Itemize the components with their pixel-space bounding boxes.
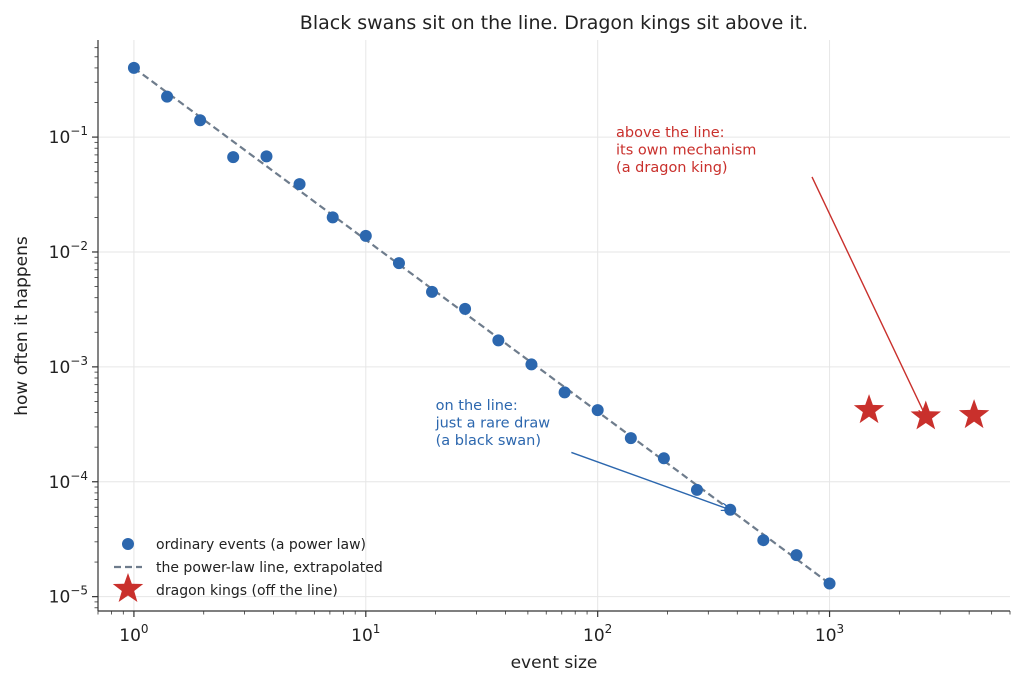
ordinary-event-point-12 bbox=[525, 358, 538, 371]
dragon-king-annotation-line-0: above the line: bbox=[616, 125, 725, 141]
ordinary-event-point-0 bbox=[127, 61, 140, 74]
grid bbox=[98, 40, 1010, 611]
y-tick-label-0: 10−1 bbox=[49, 124, 88, 148]
legend-label-dragon-kings: dragon kings (off the line) bbox=[156, 583, 338, 599]
y-tick-label-4: 10−5 bbox=[49, 584, 88, 608]
y-tick-label-1: 10−2 bbox=[49, 239, 88, 263]
legend-label-ordinary-events: ordinary events (a power law) bbox=[156, 537, 366, 553]
x-tick-label-0: 100 bbox=[119, 622, 148, 646]
axes bbox=[97, 40, 1010, 612]
ordinary-event-point-8 bbox=[392, 257, 405, 270]
chart-title: Black swans sit on the line. Dragon king… bbox=[300, 12, 808, 34]
dragon-king-annotation-text: above the line: its own mechanism (a drago… bbox=[616, 125, 756, 176]
ordinary-event-point-13 bbox=[558, 386, 571, 399]
y-axis-label: how often it happens bbox=[12, 236, 32, 416]
power-law-line-series bbox=[133, 67, 831, 585]
x-axis-label: event size bbox=[511, 653, 598, 673]
black-swan-annotation-arrow bbox=[571, 451, 730, 509]
ordinary-event-point-6 bbox=[326, 211, 339, 224]
dragon-king-star-0 bbox=[853, 394, 885, 424]
ordinary-event-point-14 bbox=[591, 404, 604, 417]
ordinary-event-point-17 bbox=[690, 483, 703, 496]
black-swan-annotation-line-1: just a rare draw bbox=[435, 416, 551, 432]
ordinary-event-point-10 bbox=[459, 302, 472, 315]
ordinary-event-point-18 bbox=[724, 503, 737, 516]
ordinary-event-point-9 bbox=[426, 285, 439, 298]
ordinary-event-point-20 bbox=[790, 549, 803, 562]
ordinary-event-point-2 bbox=[194, 114, 207, 127]
ordinary-event-point-5 bbox=[293, 178, 306, 191]
ticks: 100 101 102 103 10−1 10−2 10−3 10−4 10−5 bbox=[49, 47, 1011, 646]
ordinary-event-point-21 bbox=[823, 577, 836, 590]
legend-marker-dragon-kings bbox=[112, 573, 144, 602]
y-tick-label-3: 10−4 bbox=[49, 469, 88, 493]
dragon-kings-series bbox=[853, 394, 990, 430]
black-swan-annotation-text: on the line: just a rare draw (a black swa… bbox=[435, 398, 551, 449]
ordinary-event-point-16 bbox=[657, 452, 670, 465]
ordinary-event-point-3 bbox=[227, 151, 240, 164]
y-tick-label-2: 10−3 bbox=[49, 354, 88, 378]
ordinary-event-point-15 bbox=[624, 432, 637, 445]
legend-marker-ordinary-events bbox=[122, 538, 134, 550]
ordinary-event-point-4 bbox=[260, 150, 273, 163]
dragon-king-annotation-line-2: (a dragon king) bbox=[616, 160, 728, 176]
black-swan-annotation-line-0: on the line: bbox=[436, 398, 518, 414]
minor-ticks bbox=[94, 47, 1011, 615]
black-swan-annotation-line-2: (a black swan) bbox=[436, 433, 541, 449]
x-tick-label-1: 101 bbox=[351, 622, 380, 646]
dragon-king-star-2 bbox=[958, 399, 990, 429]
ordinary-event-point-1 bbox=[161, 90, 174, 103]
power-law-line bbox=[133, 67, 831, 585]
ordinary-event-point-19 bbox=[757, 534, 770, 547]
ordinary-event-point-7 bbox=[359, 229, 372, 242]
x-tick-label-3: 103 bbox=[815, 622, 844, 646]
ordinary-event-point-11 bbox=[492, 334, 505, 347]
legend-label-power-law-line: the power-law line, extrapolated bbox=[156, 560, 383, 576]
legend: ordinary events (a power law) the power-l… bbox=[112, 537, 383, 602]
x-tick-label-2: 102 bbox=[583, 622, 612, 646]
dragon-king-annotation-arrow bbox=[811, 176, 926, 417]
dragon-king-annotation-line-1: its own mechanism bbox=[616, 143, 756, 159]
ordinary-events-series bbox=[127, 61, 836, 590]
annotations: above the line: its own mechanism (a drago… bbox=[435, 125, 926, 510]
